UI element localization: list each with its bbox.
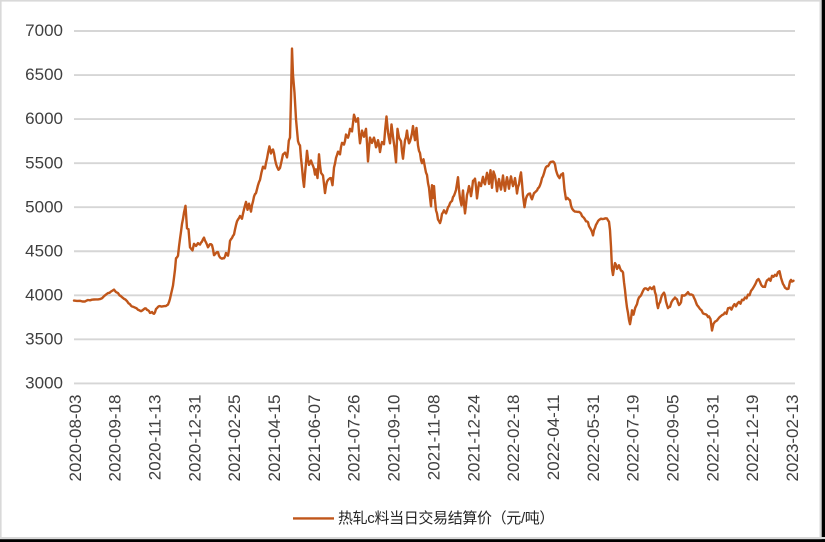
svg-text:2022-09-05: 2022-09-05	[664, 395, 683, 482]
svg-text:2021-02-25: 2021-02-25	[225, 395, 244, 482]
svg-text:6000: 6000	[25, 109, 63, 128]
svg-text:2023-02-13: 2023-02-13	[783, 395, 802, 482]
svg-text:4000: 4000	[25, 285, 63, 304]
svg-text:2022-07-19: 2022-07-19	[624, 395, 643, 482]
svg-text:2022-12-19: 2022-12-19	[743, 395, 762, 482]
svg-text:5500: 5500	[25, 153, 63, 172]
svg-text:2022-02-18: 2022-02-18	[504, 394, 523, 481]
svg-text:7000: 7000	[25, 21, 63, 40]
svg-text:3000: 3000	[25, 374, 63, 393]
svg-text:6500: 6500	[25, 65, 63, 84]
svg-text:2020-12-31: 2020-12-31	[185, 395, 204, 482]
svg-text:4500: 4500	[25, 241, 63, 260]
svg-text:2020-11-13: 2020-11-13	[145, 395, 164, 481]
svg-text:2022-04-11: 2022-04-11	[544, 395, 563, 481]
svg-text:2020-08-03: 2020-08-03	[66, 395, 85, 482]
svg-text:3500: 3500	[25, 329, 63, 348]
svg-text:2022-05-31: 2022-05-31	[584, 395, 603, 482]
svg-text:2021-04-15: 2021-04-15	[265, 395, 284, 482]
svg-text:2021-09-10: 2021-09-10	[385, 395, 404, 482]
svg-text:2021-06-07: 2021-06-07	[305, 395, 324, 482]
svg-text:2022-10-31: 2022-10-31	[703, 395, 722, 482]
svg-text:2021-11-08: 2021-11-08	[424, 395, 443, 481]
svg-text:5000: 5000	[25, 197, 63, 216]
svg-text:2021-12-24: 2021-12-24	[464, 395, 483, 482]
svg-text:热轧c料当日交易结算价（元/吨）: 热轧c料当日交易结算价（元/吨）	[338, 509, 554, 527]
svg-text:2020-09-18: 2020-09-18	[106, 395, 125, 482]
svg-text:2021-07-26: 2021-07-26	[345, 395, 364, 482]
